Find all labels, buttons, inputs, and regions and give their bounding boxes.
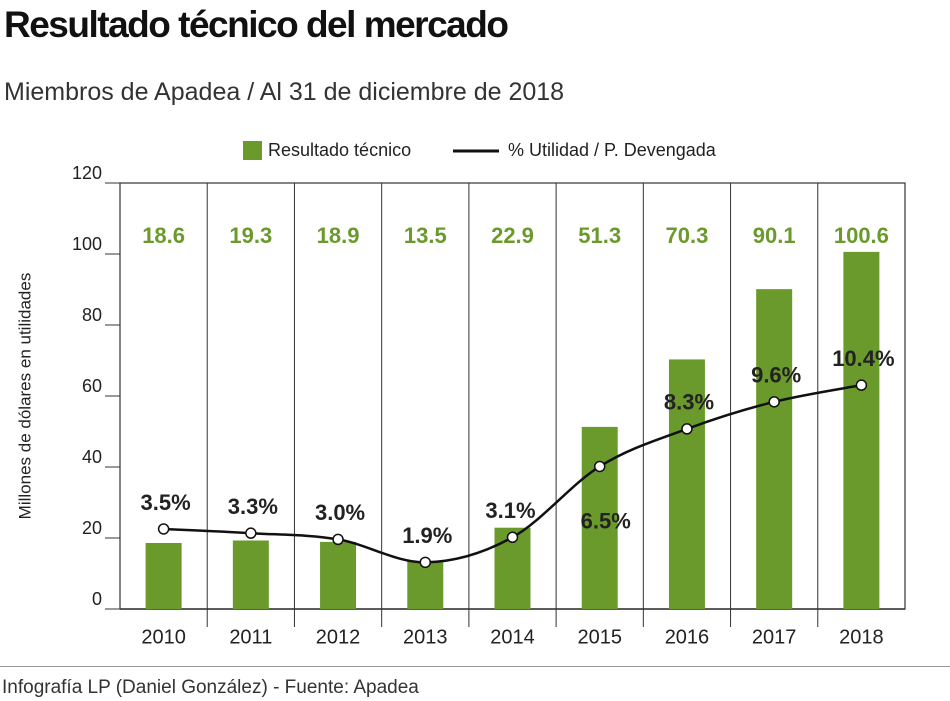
line-marker [245,527,257,539]
y-tick-label: 40 [82,447,102,467]
y-tick-label: 0 [92,589,102,609]
chart-title: Resultado técnico del mercado [4,4,509,45]
bar [668,359,705,609]
bar [407,561,444,609]
divider [0,666,950,667]
line-marker [419,556,432,569]
y-tick-label: 100 [72,234,102,254]
x-tick-label: 2012 [316,626,361,648]
line-marker [332,533,344,546]
line-value-label: 3.0% [315,500,365,525]
line-value-label: 3.1% [485,498,535,523]
x-tick-label: 2015 [577,626,622,648]
bar [843,251,880,609]
bar-value-label: 18.6 [142,223,185,248]
bar-value-label: 18.9 [317,223,360,248]
line-value-label: 8.3% [664,390,714,415]
y-tick-label: 60 [82,376,102,396]
line-marker [593,460,606,473]
legend-swatch [243,141,262,160]
bar [232,540,269,609]
bar-value-label: 70.3 [666,223,709,248]
x-tick-label: 2011 [229,626,272,648]
line-value-label: 1.9% [402,523,452,548]
y-tick-label: 20 [82,518,102,538]
line-marker [855,379,868,391]
x-tick-label: 2014 [490,626,535,648]
bar-value-label: 19.3 [229,223,272,248]
bar-value-label: 22.9 [491,223,534,248]
line-value-label: 9.6% [751,363,801,388]
line-value-label: 3.3% [228,494,278,519]
bar [320,541,357,609]
bar-value-label: 90.1 [753,223,796,248]
x-tick-label: 2013 [403,626,448,648]
bar [756,289,793,609]
line-marker [157,523,170,535]
legend-label: Resultado técnico [268,140,411,160]
bar-value-label: 100.6 [834,223,889,248]
y-axis-label: Millones de dólares en utilidades [15,273,34,520]
x-tick-label: 2010 [141,626,186,648]
line-marker [681,423,693,435]
line-marker [506,531,519,544]
line-marker [768,396,780,408]
line-value-label: 3.5% [141,490,191,515]
x-tick-label: 2016 [665,626,710,648]
bar-value-label: 51.3 [578,223,621,248]
legend-label: % Utilidad / P. Devengada [508,140,717,160]
x-tick-label: 2018 [839,626,884,648]
y-tick-label: 80 [82,305,102,325]
bar [581,426,618,609]
chart-subtitle: Miembros de Apadea / Al 31 de diciembre … [4,78,565,106]
line-value-label: 6.5% [581,508,631,533]
bar [145,542,182,609]
bar-value-label: 13.5 [404,223,447,248]
line-value-label: 10.4% [832,346,894,371]
y-tick-label: 120 [72,163,102,183]
x-tick-label: 2017 [752,626,797,648]
source-note: Infografía LP (Daniel González) - Fuente… [2,677,419,698]
